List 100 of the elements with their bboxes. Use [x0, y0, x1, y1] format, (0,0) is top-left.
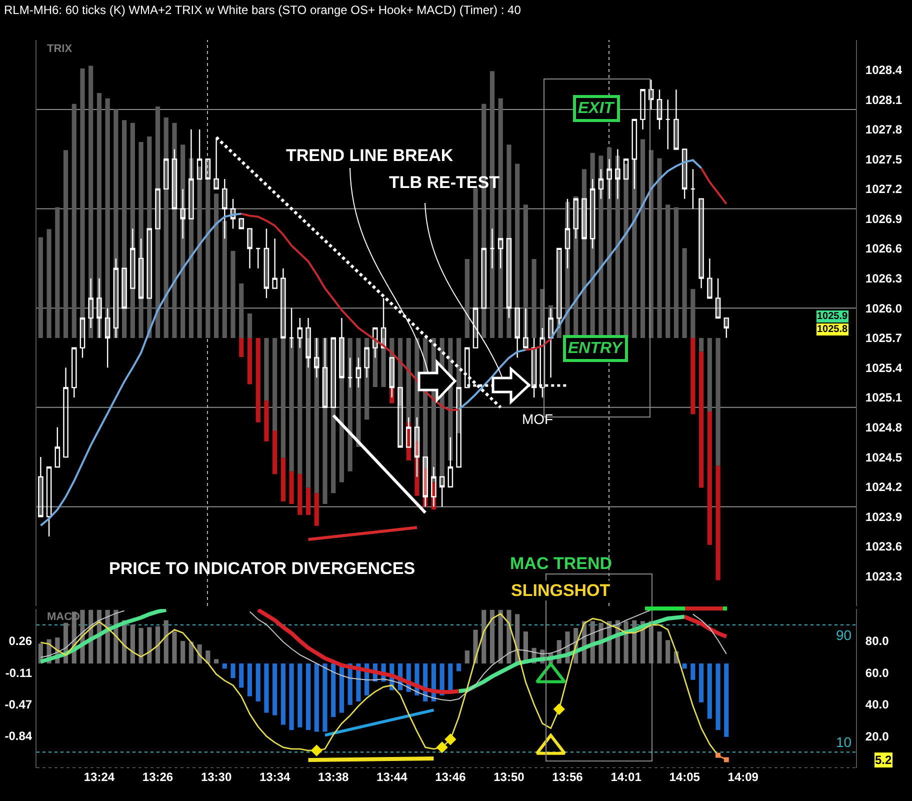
bar: [716, 338, 720, 466]
candlestick: [138, 238, 144, 299]
bar: [456, 663, 462, 672]
y-tick-label: 1026.3: [865, 272, 902, 286]
bar: [247, 313, 252, 338]
x-tick-label: 13:44: [376, 770, 408, 784]
candlestick: [71, 347, 77, 398]
bar: [239, 338, 244, 358]
bar: [482, 610, 486, 664]
annotation: SLINGSHOT: [511, 581, 611, 600]
y-tick-label: 1027.2: [865, 182, 902, 196]
candlestick: [46, 466, 52, 538]
candlestick: [439, 476, 445, 508]
bar: [339, 338, 344, 482]
bar: [206, 180, 210, 338]
candlestick: [656, 89, 662, 130]
bar: [180, 144, 186, 338]
bar: [666, 204, 670, 338]
bar: [657, 158, 662, 338]
bar: [289, 471, 294, 504]
bar: [314, 663, 319, 732]
candlestick: [598, 168, 604, 200]
y-tick-label: 1023.3: [865, 569, 902, 584]
candlestick: [707, 258, 712, 299]
candlestick: [297, 317, 303, 348]
y-tick-label: 60.0: [865, 666, 890, 680]
bar: [298, 474, 302, 515]
candlestick: [130, 228, 136, 289]
bar: [699, 352, 704, 488]
bar: [272, 338, 278, 431]
bar: [716, 466, 720, 580]
y-tick-label: 1024.8: [865, 420, 902, 434]
candlestick: [272, 238, 278, 289]
candlestick: [155, 188, 160, 230]
bar: [164, 117, 168, 338]
bar: [264, 663, 269, 713]
candlestick: [180, 188, 186, 240]
candlestick: [573, 198, 579, 240]
x-tick-label: 13:30: [200, 770, 232, 784]
bar: [289, 663, 294, 730]
y2-tick-label: -0.84: [4, 729, 32, 744]
bar: [180, 640, 186, 664]
y2-tick-label: -0.11: [5, 666, 32, 680]
bar: [264, 338, 269, 401]
annotation: ENTRY: [568, 340, 624, 357]
bar: [506, 610, 512, 664]
x-tick-label: 13:50: [494, 770, 525, 784]
candlestick: [690, 168, 696, 210]
bar: [532, 259, 536, 338]
bar: [707, 338, 712, 412]
bar: [498, 610, 503, 664]
chart-title: RLM-MH6: 60 ticks (K) WMA+2 TRIX w White bars (STO orange OS+ Hook+ MACD) (Timer) : 40: [4, 3, 522, 18]
candlestick: [247, 228, 252, 269]
text: 5.2: [875, 753, 892, 767]
bar: [666, 640, 670, 664]
bar: [707, 411, 712, 545]
y-tick-label: 1024.5: [865, 450, 902, 464]
bar: [690, 288, 696, 338]
x-tick-label: 14:05: [669, 770, 700, 784]
bar: [38, 237, 43, 338]
bar: [314, 493, 319, 526]
x-tick-label: 14:01: [610, 770, 642, 784]
candlestick: [682, 148, 688, 200]
bar: [724, 663, 729, 737]
candlestick: [615, 148, 620, 200]
candlestick: [606, 158, 612, 200]
bar: [298, 663, 302, 728]
bar: [272, 663, 278, 716]
y-tick-label: 1023.6: [865, 540, 902, 554]
candlestick: [640, 89, 646, 130]
bar: [197, 166, 202, 338]
y-tick-label: 1028.1: [865, 92, 902, 107]
bar: [306, 338, 311, 488]
candlestick: [724, 317, 730, 338]
bar: [96, 92, 102, 338]
candlestick: [347, 357, 353, 388]
candlestick: [238, 218, 244, 230]
candlestick: [63, 367, 68, 458]
bar: [280, 338, 286, 458]
bar: [515, 164, 520, 338]
candlestick: [38, 456, 44, 518]
bar: [690, 663, 696, 680]
candlestick: [205, 158, 211, 180]
bar: [46, 229, 52, 338]
bar: [280, 458, 286, 502]
bar: [414, 338, 420, 442]
y-tick-label: 40.0: [865, 698, 890, 712]
bar: [88, 66, 94, 338]
candlestick: [665, 98, 670, 150]
candlestick: [255, 248, 261, 269]
candlestick: [104, 308, 110, 368]
bar: [147, 627, 152, 664]
x-tick-label: 13:38: [318, 770, 350, 784]
annotation: PRICE TO INDICATOR DIVERGENCES: [109, 559, 416, 578]
y-tick-label: 20.0: [865, 729, 890, 744]
bar: [222, 663, 227, 669]
bar: [640, 139, 646, 338]
annotation: 1025.8: [817, 324, 848, 335]
bar: [222, 220, 227, 338]
bar: [674, 207, 679, 338]
